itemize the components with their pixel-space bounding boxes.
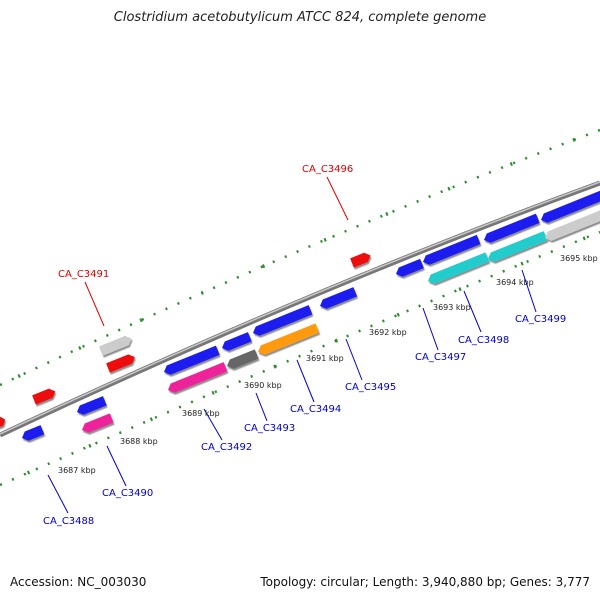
gene-labels: CA_C3491 CA_C3496 CA_C3488 CA_C3490 CA_C… bbox=[43, 164, 566, 527]
gene-red-1[interactable] bbox=[0, 415, 7, 429]
gene-ca-c3499[interactable] bbox=[486, 231, 548, 263]
scale-label: 3690 kbp bbox=[244, 381, 282, 390]
scale-label: 3695 kbp bbox=[560, 254, 598, 263]
gene-red-2[interactable] bbox=[32, 387, 57, 405]
gene-label-ca-c3495: CA_C3495 bbox=[345, 382, 396, 393]
scale-label: 3688 kbp bbox=[120, 437, 158, 446]
gene-label-ca-c3491: CA_C3491 bbox=[58, 269, 109, 280]
gene-label-ca-c3488: CA_C3488 bbox=[43, 516, 94, 527]
accession-text: Accession: NC_003030 bbox=[10, 575, 147, 589]
gene-label-ca-c3499: CA_C3499 bbox=[515, 314, 566, 325]
gene-blue-4[interactable] bbox=[220, 332, 252, 353]
gene-label-ca-c3492: CA_C3492 bbox=[201, 442, 252, 453]
scale-label: 3693 kbp bbox=[433, 303, 471, 312]
gene-blue-2[interactable] bbox=[75, 396, 107, 417]
gene-blue-1[interactable] bbox=[20, 425, 45, 443]
gene-ca-c3496[interactable] bbox=[350, 251, 372, 268]
scale-label: 3691 kbp bbox=[306, 354, 344, 363]
gene-label-ca-c3490: CA_C3490 bbox=[102, 488, 153, 499]
scale-label: 3692 kbp bbox=[369, 328, 407, 337]
topology-text: Topology: circular; Length: 3,940,880 bp… bbox=[260, 575, 590, 589]
label-leader-lines bbox=[47, 176, 537, 514]
gene-ca-c3495[interactable] bbox=[318, 287, 358, 311]
scale-label: 3687 kbp bbox=[58, 466, 96, 475]
gene-blue-8[interactable] bbox=[539, 189, 600, 224]
gene-blue-3[interactable] bbox=[162, 345, 220, 377]
gene-red-3[interactable] bbox=[106, 353, 137, 373]
gene-ca-c3497[interactable] bbox=[394, 258, 424, 279]
gene-blue-6[interactable] bbox=[421, 234, 481, 267]
scale-labels: 3687 kbp 3688 kbp 3689 kbp 3690 kbp 3691… bbox=[58, 254, 598, 475]
gene-ca-c3490[interactable] bbox=[80, 413, 114, 434]
gene-label-ca-c3498: CA_C3498 bbox=[458, 335, 509, 346]
upper-tick-track bbox=[0, 128, 600, 387]
gene-ca-c3492[interactable] bbox=[166, 362, 228, 394]
gene-label-ca-c3494: CA_C3494 bbox=[290, 404, 341, 415]
gene-label-ca-c3497: CA_C3497 bbox=[415, 352, 466, 363]
gene-blue-5[interactable] bbox=[251, 305, 313, 337]
gene-ca-c3491[interactable] bbox=[99, 334, 133, 356]
gene-gray-2[interactable] bbox=[543, 207, 600, 242]
upper-major-ticks bbox=[0, 128, 600, 387]
gene-label-ca-c3496: CA_C3496 bbox=[302, 164, 353, 175]
gene-label-ca-c3493: CA_C3493 bbox=[244, 423, 295, 434]
gene-ca-c3498[interactable] bbox=[426, 252, 490, 285]
map-title: Clostridium acetobutylicum ATCC 824, com… bbox=[113, 10, 487, 25]
genome-backbone bbox=[0, 180, 600, 438]
scale-label: 3694 kbp bbox=[496, 278, 534, 287]
lower-major-ticks bbox=[0, 230, 600, 487]
gene-ca-c3493[interactable] bbox=[225, 349, 259, 370]
gene-blue-7[interactable] bbox=[482, 213, 540, 245]
scale-label: 3689 kbp bbox=[182, 409, 220, 418]
gene-ca-c3494[interactable] bbox=[256, 323, 320, 356]
